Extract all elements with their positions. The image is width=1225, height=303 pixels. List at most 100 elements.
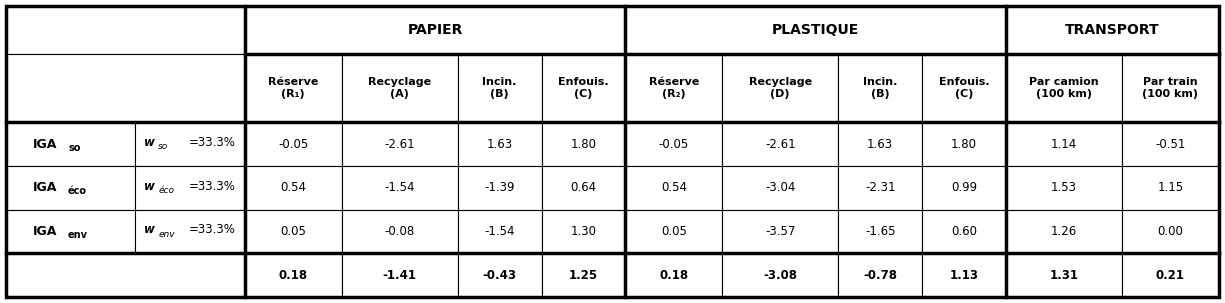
Bar: [1122, 210, 1219, 253]
Text: 1.26: 1.26: [1051, 225, 1077, 238]
Bar: [723, 210, 838, 253]
Text: 1.80: 1.80: [951, 138, 978, 151]
Bar: [838, 253, 922, 297]
Bar: [135, 166, 245, 210]
Bar: [245, 166, 342, 210]
Bar: [342, 210, 458, 253]
Bar: [135, 210, 245, 253]
Text: so: so: [158, 142, 168, 151]
Bar: [626, 6, 1006, 54]
Text: -0.05: -0.05: [659, 138, 688, 151]
Text: -0.08: -0.08: [385, 225, 415, 238]
Text: 0.18: 0.18: [659, 269, 688, 281]
Text: PLASTIQUE: PLASTIQUE: [772, 23, 859, 37]
Bar: [723, 166, 838, 210]
Text: 1.13: 1.13: [949, 269, 979, 281]
Text: 0.00: 0.00: [1158, 225, 1183, 238]
Text: Incin.
(B): Incin. (B): [864, 78, 898, 99]
Text: env: env: [69, 230, 88, 240]
Text: 0.64: 0.64: [571, 181, 597, 194]
Text: éco: éco: [158, 186, 174, 195]
Bar: [922, 210, 1006, 253]
Text: -2.61: -2.61: [385, 138, 415, 151]
Text: 1.15: 1.15: [1158, 181, 1183, 194]
Bar: [458, 54, 541, 122]
Bar: [342, 166, 458, 210]
Bar: [6, 253, 245, 297]
Text: -3.57: -3.57: [766, 225, 795, 238]
Text: =33.3%: =33.3%: [189, 180, 235, 193]
Text: 0.05: 0.05: [660, 225, 687, 238]
Bar: [245, 210, 342, 253]
Text: -1.65: -1.65: [865, 225, 895, 238]
Bar: [541, 210, 626, 253]
Bar: [6, 253, 245, 297]
Bar: [245, 54, 342, 122]
Bar: [6, 253, 135, 297]
Bar: [1006, 6, 1219, 54]
Bar: [6, 122, 135, 166]
Bar: [245, 6, 626, 54]
Text: 0.21: 0.21: [1156, 269, 1185, 281]
Text: 1.14: 1.14: [1051, 138, 1077, 151]
Bar: [626, 210, 723, 253]
Text: Incin.
(B): Incin. (B): [483, 78, 517, 99]
Bar: [135, 253, 245, 297]
Text: IGA: IGA: [33, 225, 58, 238]
Text: Recyclage
(D): Recyclage (D): [748, 78, 812, 99]
Bar: [838, 166, 922, 210]
Bar: [922, 166, 1006, 210]
Bar: [541, 166, 626, 210]
Bar: [838, 210, 922, 253]
Text: 1.53: 1.53: [1051, 181, 1077, 194]
Text: w: w: [143, 223, 154, 236]
Text: PAPIER: PAPIER: [408, 23, 463, 37]
Text: -1.39: -1.39: [484, 181, 514, 194]
Text: w: w: [143, 180, 154, 193]
Text: -1.54: -1.54: [484, 225, 514, 238]
Bar: [541, 122, 626, 166]
Text: =33.3%: =33.3%: [189, 223, 235, 236]
Bar: [458, 122, 541, 166]
Text: 1.25: 1.25: [568, 269, 598, 281]
Text: Enfouis.
(C): Enfouis. (C): [938, 78, 990, 99]
Bar: [458, 166, 541, 210]
Text: -0.51: -0.51: [1155, 138, 1186, 151]
Text: Recyclage
(A): Recyclage (A): [368, 78, 431, 99]
Bar: [458, 210, 541, 253]
Bar: [458, 253, 541, 297]
Text: Réserve
(R₂): Réserve (R₂): [648, 78, 699, 99]
Bar: [1006, 210, 1122, 253]
Bar: [6, 166, 135, 210]
Text: -0.43: -0.43: [483, 269, 517, 281]
Bar: [1122, 253, 1219, 297]
Text: Enfouis.
(C): Enfouis. (C): [559, 78, 609, 99]
Text: 1.80: 1.80: [571, 138, 597, 151]
Bar: [135, 122, 245, 166]
Bar: [1122, 54, 1219, 122]
Bar: [922, 122, 1006, 166]
Bar: [6, 6, 245, 54]
Bar: [626, 253, 723, 297]
Bar: [922, 54, 1006, 122]
Bar: [838, 54, 922, 122]
Text: 0.05: 0.05: [281, 225, 306, 238]
Text: 1.31: 1.31: [1050, 269, 1078, 281]
Text: -3.04: -3.04: [766, 181, 795, 194]
Bar: [723, 122, 838, 166]
Text: 1.63: 1.63: [486, 138, 513, 151]
Text: 1.30: 1.30: [571, 225, 597, 238]
Text: -1.54: -1.54: [385, 181, 415, 194]
Text: IGA: IGA: [113, 269, 137, 281]
Text: 1.63: 1.63: [867, 138, 893, 151]
Text: Réserve
(R₁): Réserve (R₁): [268, 78, 318, 99]
Text: so: so: [69, 143, 81, 153]
Bar: [342, 54, 458, 122]
Text: 0.18: 0.18: [278, 269, 307, 281]
Text: 0.99: 0.99: [951, 181, 978, 194]
Text: 0.60: 0.60: [951, 225, 978, 238]
Text: Par camion
(100 km): Par camion (100 km): [1029, 78, 1099, 99]
Text: =33.3%: =33.3%: [189, 136, 235, 149]
Bar: [245, 122, 342, 166]
Text: -3.08: -3.08: [763, 269, 797, 281]
